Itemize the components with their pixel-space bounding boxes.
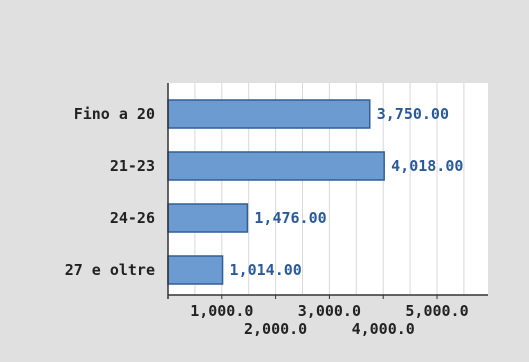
x-tick-label: 4,000.0 [352, 320, 415, 338]
data-label: 1,014.00 [230, 261, 302, 279]
x-tick-label: 5,000.0 [405, 302, 468, 320]
bar [167, 99, 371, 129]
x-tick-label: 1,000.0 [190, 302, 253, 320]
data-label: 3,750.00 [377, 105, 449, 123]
bar [167, 151, 385, 181]
bar [167, 203, 249, 233]
x-tick-label: 3,000.0 [298, 302, 361, 320]
category-label: 27 e oltre [65, 261, 155, 279]
bar [167, 255, 224, 285]
data-label: 1,476.00 [254, 209, 326, 227]
category-label: 21-23 [110, 157, 155, 175]
category-label: Fino a 20 [74, 105, 155, 123]
x-tick-label: 2,000.0 [244, 320, 307, 338]
data-label: 4,018.00 [391, 157, 463, 175]
category-label: 24-26 [110, 209, 155, 227]
